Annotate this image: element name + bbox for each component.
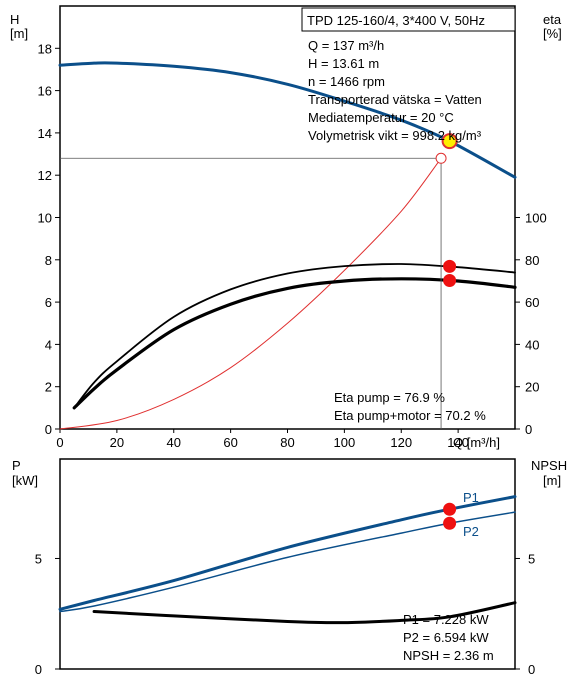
left-tick-label: 12 [38,168,52,183]
top-right-axis-title-1: eta [543,12,562,27]
p2-series-label: P2 [463,524,479,539]
bottom-right-axis-title-2: [m] [543,473,561,488]
bottom-left-tick-label: 0 [35,662,42,677]
bottom-left-axis-title-2: [kW] [12,473,38,488]
top-left-axis-title-2: [m] [10,26,28,41]
right-tick-label: 0 [525,422,532,437]
info-line: Volymetrisk vikt = 998.2 kg/m³ [308,128,482,143]
left-tick-label: 18 [38,41,52,56]
power-point-marker [443,516,457,530]
bottom-plot-frame [59,458,516,670]
duty-point-marker [441,133,458,150]
right-tick-label: 60 [525,295,539,310]
right-tick-label: 20 [525,380,539,395]
head-curve [58,61,517,179]
x-tick-label: 100 [334,435,356,450]
left-tick-label: 6 [45,295,52,310]
system-curve [59,157,442,430]
npsh-curve [92,601,517,625]
top-plot-frame [59,5,516,430]
bottom-right-axis-title-1: NPSH [531,458,567,473]
left-tick-label: 16 [38,84,52,99]
top-x-axis-title: Q [m³/h] [453,435,500,450]
eta-point-marker [443,259,457,273]
power-point-marker [443,502,457,516]
left-tick-label: 4 [45,337,52,352]
npsh-value: NPSH = 2.36 m [403,648,494,663]
bottom-right-tick-label: 5 [528,551,535,566]
eta-pump-motor-label: Eta pump+motor = 70.2 % [334,408,486,423]
right-tick-label: 100 [525,211,547,226]
eta-pump-motor-curve [72,277,517,410]
info-block: Q = 137 m³/h H = 13.61 m n = 1466 rpm Tr… [308,38,482,143]
left-tick-label: 8 [45,253,52,268]
chart-title: TPD 125-160/4, 3*400 V, 50Hz [307,13,485,28]
info-line: n = 1466 rpm [308,74,385,89]
eta-pump-label: Eta pump = 76.9 % [334,390,445,405]
bottom-left-tick-label: 5 [35,551,42,566]
left-tick-label: 2 [45,380,52,395]
p1-series-label: P1 [463,490,479,505]
right-tick-label: 80 [525,253,539,268]
left-tick-label: 0 [45,422,52,437]
system-end-marker [435,152,447,164]
p1-value: P1 = 7.228 kW [403,612,489,627]
power-values-block: P1 = 7.228 kW P2 = 6.594 kW NPSH = 2.36 … [403,612,494,663]
left-tick-label: 10 [38,211,52,226]
bottom-left-axis-title-1: P [12,458,21,473]
info-line: Transporterad vätska = Vatten [308,92,482,107]
efficiency-block: Eta pump = 76.9 % Eta pump+motor = 70.2 … [334,390,486,423]
p2-value: P2 = 6.594 kW [403,630,489,645]
bottom-right-tick-label: 0 [528,662,535,677]
left-tick-label: 14 [38,126,52,141]
x-tick-label: 40 [167,435,181,450]
top-left-axis-title-1: H [10,12,19,27]
eta-pump-curve [73,263,516,409]
info-line: H = 13.61 m [308,56,379,71]
chart-title-box [301,7,516,32]
eta-point-marker [443,274,457,288]
top-right-axis-title-2: [%] [543,26,562,41]
x-tick-label: 20 [110,435,124,450]
x-tick-label: 0 [56,435,63,450]
x-tick-label: 120 [390,435,412,450]
info-line: Q = 137 m³/h [308,38,384,53]
x-tick-label: 60 [223,435,237,450]
x-tick-label: 80 [280,435,294,450]
right-tick-label: 40 [525,337,539,352]
info-line: Mediatemperatur = 20 °C [308,110,454,125]
x-tick-label: 140 [447,435,469,450]
